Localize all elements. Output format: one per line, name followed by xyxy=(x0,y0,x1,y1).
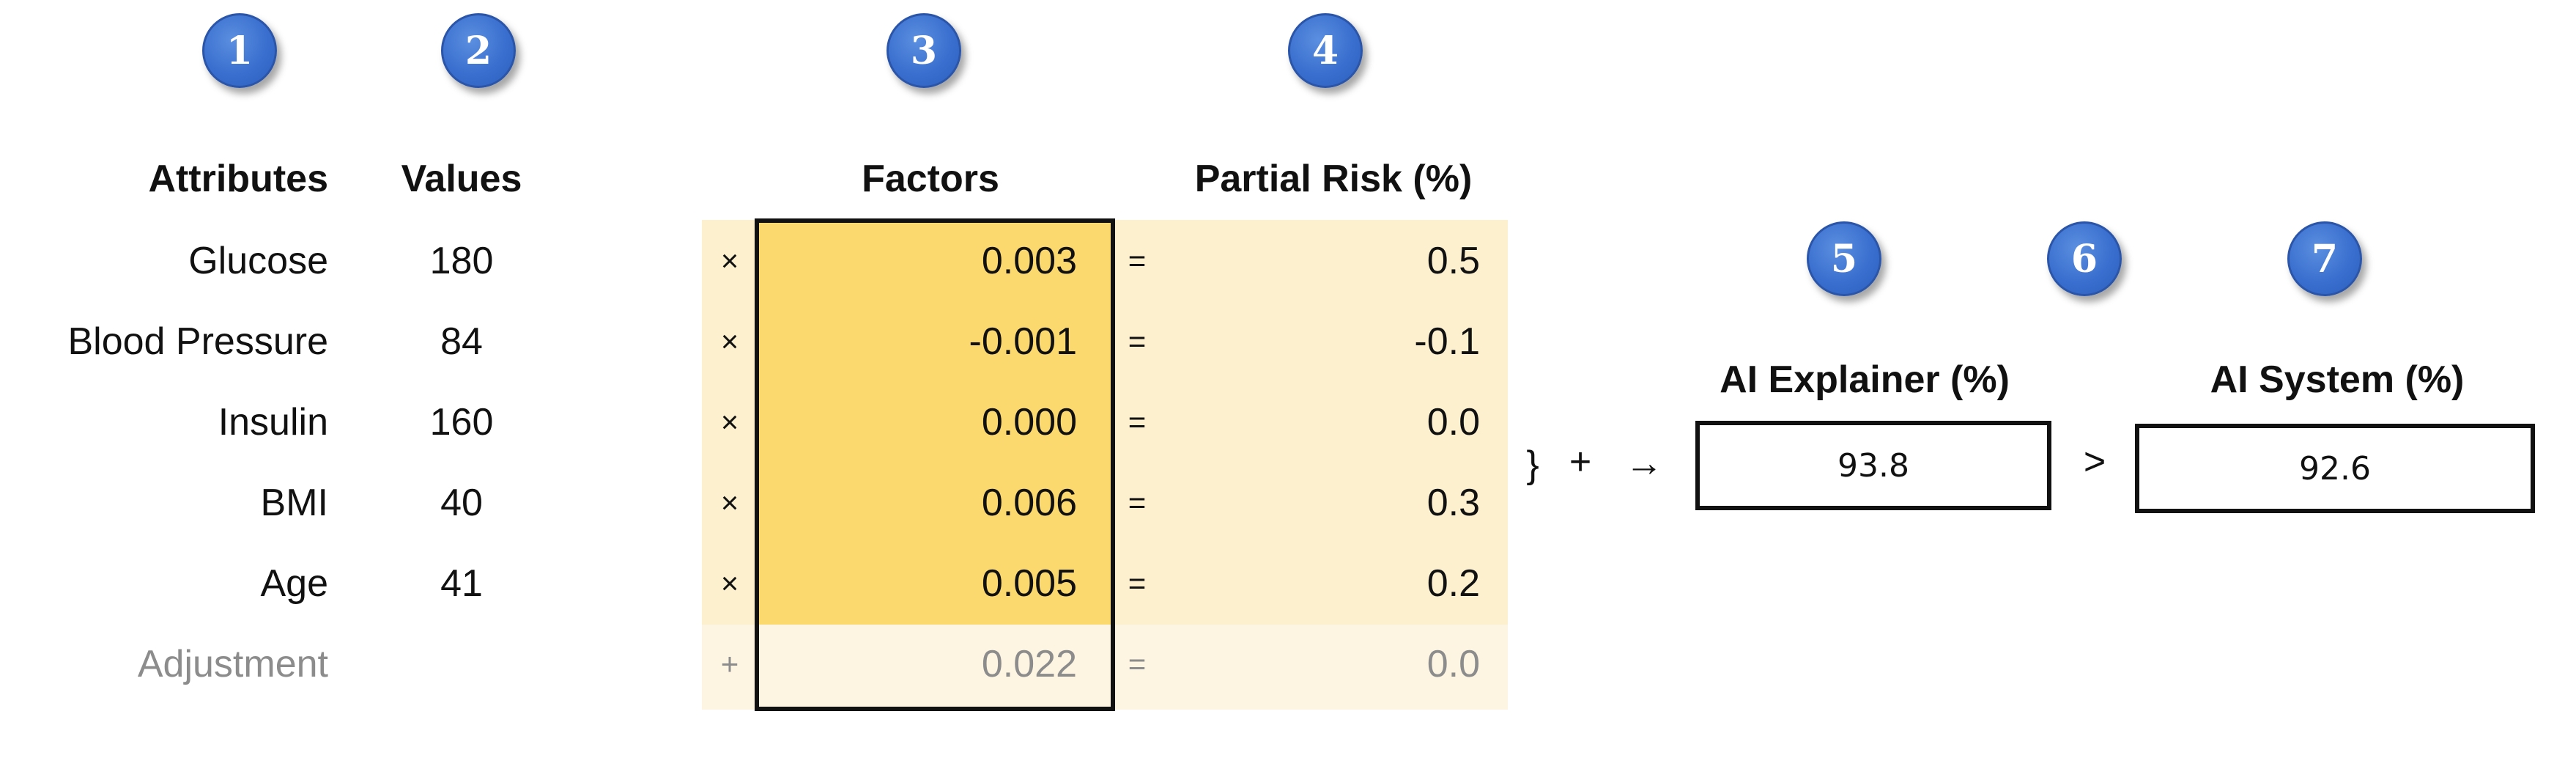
step-badge-3: 3 xyxy=(887,13,961,88)
partial-risk-adjustment: 0.0 xyxy=(1426,643,1480,685)
step-badge-2: 2 xyxy=(441,13,516,88)
equals-sign: = xyxy=(1128,405,1147,439)
arrow-icon: → xyxy=(1625,442,1663,485)
attribute-insulin: Insulin xyxy=(218,401,328,444)
adjustment-row-bg xyxy=(702,625,1508,710)
partial-risk-column-bg xyxy=(1112,220,1508,625)
factor-age: 0.005 xyxy=(981,562,1077,605)
ai-system-value: 92.6 xyxy=(2299,449,2371,487)
multiply-sign: × xyxy=(720,485,739,520)
step-badge-6-label: 6 xyxy=(2070,236,2098,282)
plus-sign: + xyxy=(720,647,739,681)
attribute-adjustment: Adjustment xyxy=(137,643,328,685)
step-badge-4-label: 4 xyxy=(1311,28,1339,73)
value-blood-pressure: 84 xyxy=(440,320,483,363)
step-badge-1-label: 1 xyxy=(226,28,253,73)
partial-risk-glucose: 0.5 xyxy=(1426,240,1480,282)
attribute-blood-pressure: Blood Pressure xyxy=(67,320,328,363)
header-values: Values xyxy=(401,158,522,200)
ai-system-output-box: 92.6 xyxy=(2135,424,2535,513)
partial-risk-blood-pressure: -0.1 xyxy=(1414,320,1480,363)
step-badge-7: 7 xyxy=(2287,221,2362,296)
attribute-age: Age xyxy=(260,562,328,605)
value-insulin: 160 xyxy=(429,401,494,444)
factor-insulin: 0.000 xyxy=(981,401,1077,444)
step-badge-6: 6 xyxy=(2047,221,2122,296)
multiply-sign: × xyxy=(720,243,739,278)
equals-sign: = xyxy=(1128,485,1147,520)
factors-column-outline xyxy=(755,218,1115,711)
partial-risk-age: 0.2 xyxy=(1426,562,1480,605)
value-age: 41 xyxy=(440,562,483,605)
step-badge-2-label: 2 xyxy=(465,28,492,73)
factor-adjustment: 0.022 xyxy=(981,643,1077,685)
multiply-sign: × xyxy=(720,324,739,358)
partial-risk-insulin: 0.0 xyxy=(1426,401,1480,444)
header-ai-system: AI System (%) xyxy=(2210,358,2465,401)
attribute-bmi: BMI xyxy=(260,482,328,524)
factor-glucose: 0.003 xyxy=(981,240,1077,282)
sum-plus-symbol: + xyxy=(1569,441,1592,483)
brace-symbol: } xyxy=(1526,444,1539,486)
partial-risk-bmi: 0.3 xyxy=(1426,482,1480,524)
attribute-glucose: Glucose xyxy=(188,240,328,282)
factors-column-bg xyxy=(758,220,1112,625)
header-ai-explainer: AI Explainer (%) xyxy=(1720,358,2010,401)
equals-sign: = xyxy=(1128,243,1147,278)
step-badge-1: 1 xyxy=(202,13,277,88)
equals-sign: = xyxy=(1128,566,1147,600)
equals-sign: = xyxy=(1128,647,1147,681)
operator-column-bg xyxy=(702,220,758,625)
equals-sign: = xyxy=(1128,324,1147,358)
value-bmi: 40 xyxy=(440,482,483,524)
factor-bmi: 0.006 xyxy=(981,482,1077,524)
greater-than-symbol: > xyxy=(2083,441,2106,483)
value-glucose: 180 xyxy=(429,240,494,282)
header-attributes: Attributes xyxy=(148,158,328,200)
multiply-sign: × xyxy=(720,405,739,439)
step-badge-5: 5 xyxy=(1807,221,1881,296)
header-factors: Factors xyxy=(862,158,999,200)
factor-blood-pressure: -0.001 xyxy=(969,320,1077,363)
ai-explainer-value: 93.8 xyxy=(1837,446,1909,485)
step-badge-3-label: 3 xyxy=(910,28,938,73)
ai-explainer-output-box: 93.8 xyxy=(1695,421,2051,510)
multiply-sign: × xyxy=(720,566,739,600)
step-badge-4: 4 xyxy=(1288,13,1363,88)
step-badge-5-label: 5 xyxy=(1830,236,1858,282)
header-partial-risk: Partial Risk (%) xyxy=(1194,158,1473,200)
step-badge-7-label: 7 xyxy=(2311,236,2339,282)
